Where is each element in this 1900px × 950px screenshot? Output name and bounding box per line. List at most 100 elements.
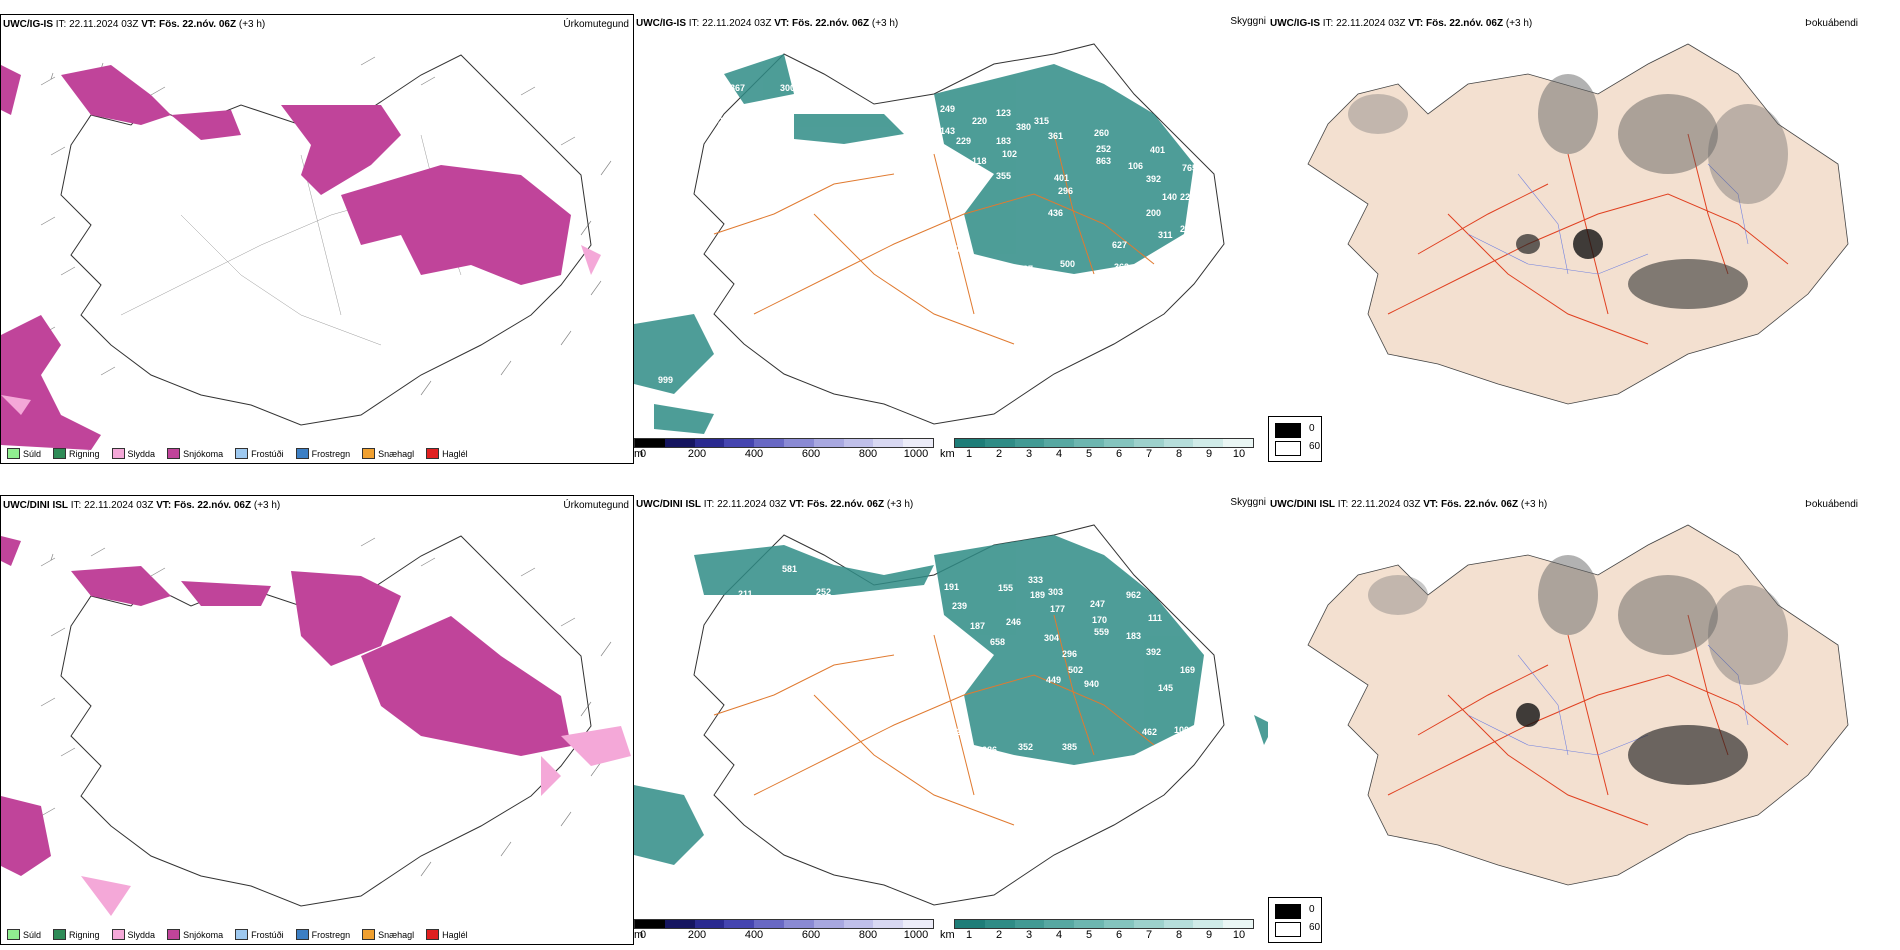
- cloud-base-colorbar: 0 200 400 600 800 1000: [634, 919, 934, 941]
- cloud-base-label: 315: [1034, 116, 1049, 126]
- cloud-base-label: 118: [972, 156, 987, 166]
- cloud-base-label: 296: [1062, 649, 1077, 659]
- cloud-base-label: 627: [1112, 240, 1127, 250]
- legend-item: Haglél: [426, 929, 468, 940]
- cloud-base-label: 449: [1046, 675, 1061, 685]
- cloud-base-label: 361: [1048, 131, 1063, 141]
- iceland-outline: [60, 54, 592, 426]
- tick-label: 8: [1175, 929, 1183, 941]
- roads-rivers: [120, 134, 522, 346]
- legend-item: Rigning: [53, 929, 100, 940]
- fog-legend: 0 60: [1268, 897, 1322, 943]
- cloud-base-label: 658: [990, 637, 1005, 647]
- fog-map: [1307, 524, 1849, 886]
- legend-item: Snjókoma: [167, 929, 223, 940]
- legend-item: Rigning: [53, 448, 100, 459]
- legend-item: Slydda: [111, 929, 155, 940]
- legend-item: Snjókoma: [167, 448, 223, 459]
- cloud-base-label: 380: [1016, 122, 1031, 132]
- tick-label: 5: [1085, 929, 1093, 941]
- cloud-base-label: 581: [782, 564, 797, 574]
- cloud-base-label: 502: [1068, 665, 1083, 675]
- iceland-land: [1307, 43, 1849, 405]
- cloud-base-label: 145: [1158, 683, 1173, 693]
- cloud-base-label: 296: [1058, 186, 1073, 196]
- panel-title: UWC/IG-IS IT: 22.11.2024 03Z VT: Fös. 22…: [3, 19, 266, 30]
- precip-map: [1, 54, 612, 450]
- cloud-base-label: 925: [882, 591, 897, 601]
- legend-item: Súld: [7, 929, 41, 940]
- precip-map: [1, 535, 631, 916]
- cloud-base-labels: 367 300 392 671 249 123 143 220 380 315 …: [658, 83, 1197, 385]
- cloud-base-label: 392: [1146, 174, 1161, 184]
- precip-legend: Súld Rigning Slydda Snjókoma Frostúði Fr…: [7, 929, 468, 940]
- cloud-base-label: 252: [816, 587, 831, 597]
- wind-barbs: [40, 537, 612, 877]
- tick-label: 6: [1115, 448, 1123, 460]
- cloud-base-label: 304: [1044, 633, 1059, 643]
- precip-type-panel-top: UWC/IG-IS IT: 22.11.2024 03Z VT: Fös. 22…: [0, 14, 634, 464]
- tick-label: 7: [1145, 929, 1153, 941]
- cloud-base-label: 249: [940, 104, 955, 114]
- cloud-base-label: 863: [1096, 156, 1111, 166]
- fog-shading: [1348, 74, 1788, 309]
- legend-item: Súld: [7, 448, 41, 459]
- cloud-base-label: 999: [658, 375, 673, 385]
- cloud-panel-bottom: UWC/DINI ISL IT: 22.11.2024 03Z VT: Fös.…: [634, 495, 1268, 945]
- cloud-base-label: 123: [996, 108, 1011, 118]
- cloud-base-label: 106: [1128, 161, 1143, 171]
- cloud-base-label: 436: [1048, 208, 1063, 218]
- panel-name: Þokuábendi: [1805, 18, 1858, 29]
- panel-title: UWC/IG-IS IT: 22.11.2024 03Z VT: Fös. 22…: [636, 18, 899, 29]
- cloud-base-label: 187: [970, 621, 985, 631]
- cloud-base-label: 229: [956, 136, 971, 146]
- tick-label: 8: [1175, 448, 1183, 460]
- cloud-base-bar: [634, 919, 934, 929]
- cloud-base-label: 385: [1062, 742, 1077, 752]
- snow-areas: [1, 536, 571, 876]
- panel-title: UWC/DINI ISL IT: 22.11.2024 03Z VT: Fös.…: [636, 499, 914, 510]
- cloud-base-label: 200: [1146, 208, 1161, 218]
- panel-name: Þokuábendi: [1805, 499, 1858, 510]
- legend-item: Snæhagl: [362, 448, 414, 459]
- sleet-areas: [1, 245, 601, 415]
- tick-label: 800: [858, 448, 878, 460]
- legend-swatch: [1275, 904, 1301, 919]
- cloud-base-label: 940: [1084, 679, 1099, 689]
- panel-name: Skyggni: [1230, 497, 1266, 508]
- cloud-base-label: 189: [1030, 590, 1045, 600]
- legend-item: Frostúði: [235, 448, 284, 459]
- cloud-base-label: 220: [972, 116, 987, 126]
- tick-label: 2: [995, 448, 1003, 460]
- legend-item: Frostregn: [295, 929, 350, 940]
- cloud-base-label: 143: [940, 126, 955, 136]
- cloud-base-label: 392: [1146, 647, 1161, 657]
- cloud-base-label: 286: [982, 745, 997, 755]
- cloud-base-colorbar: 0 200 400 600 800 1000: [634, 438, 934, 460]
- legend-item: Slydda: [111, 448, 155, 459]
- legend-item: Snæhagl: [362, 929, 414, 940]
- cloud-base-label: 462: [1142, 727, 1157, 737]
- legend-swatch: [1275, 423, 1301, 438]
- cloud-base-labels: 581 211 252 356 925 191 324 239 155 333 …: [738, 564, 1195, 755]
- cloud-panel-top: UWC/IG-IS IT: 22.11.2024 03Z VT: Fös. 22…: [634, 14, 1268, 464]
- legend-swatch: [1275, 922, 1301, 937]
- visibility-bar: [954, 438, 1254, 448]
- cloud-base-label: 362: [1114, 262, 1129, 272]
- panel-name: Úrkomutegund: [563, 500, 629, 511]
- cloud-base-unit: m: [634, 929, 644, 941]
- tick-label: 4: [1055, 929, 1063, 941]
- rivers: [1467, 163, 1749, 275]
- cloud-base-label: 191: [944, 582, 959, 592]
- panel-title: UWC/DINI ISL IT: 22.11.2024 03Z VT: Fös.…: [1270, 499, 1548, 510]
- tick-label: 10: [1232, 448, 1246, 460]
- roads: [1387, 614, 1789, 826]
- legend-item: Haglél: [426, 448, 468, 459]
- legend-label: 60: [1309, 441, 1321, 452]
- cloud-base-label: 324: [924, 590, 939, 600]
- tick-label: 9: [1205, 448, 1213, 460]
- tick-label: 9: [1205, 929, 1213, 941]
- tick-label: 1: [965, 929, 973, 941]
- cloud-base-label: 155: [998, 583, 1013, 593]
- fog-panel-top: UWC/IG-IS IT: 22.11.2024 03Z VT: Fös. 22…: [1268, 14, 1900, 464]
